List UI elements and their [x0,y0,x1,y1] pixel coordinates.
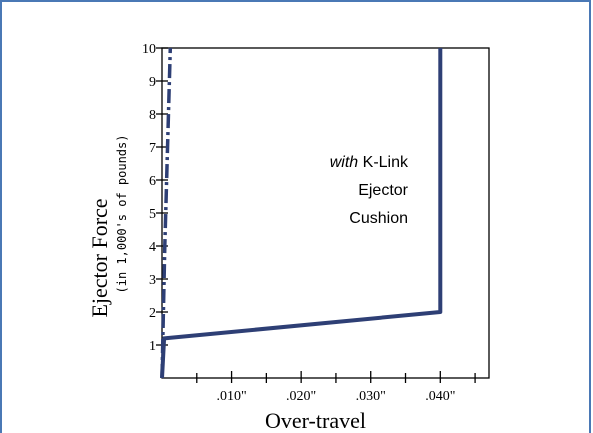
y-axis-title-group: Ejector Force (in 1,000's of pounds) [87,135,129,318]
annotation-line-1-rest: K-Link [358,154,409,171]
y-tick-label: 2 [149,306,156,321]
y-tick-label: 1 [149,339,156,354]
y-tick-label: 10 [142,42,156,57]
y-axis-subtitle: (in 1,000's of pounds) [115,135,129,294]
y-tick-label: 4 [149,240,156,255]
annotation-emphasis: with [330,154,359,171]
y-axis-title: Ejector Force [87,198,112,317]
x-tick-label: .030" [356,389,386,404]
x-tick-label: .040" [425,389,455,404]
annotation-line-1: with K-Link [330,154,409,171]
x-tick-label: .020" [286,389,316,404]
series-line-2 [160,47,173,379]
y-tick-label: 9 [149,75,156,90]
y-tick-label: 7 [149,141,156,156]
y-tick-label: 5 [149,207,156,222]
series-layer [160,47,443,379]
annotation-line-2: Ejector [358,182,408,199]
y-tick-label: 6 [149,174,156,189]
y-tick-label: 3 [149,273,156,288]
y-tick-label: 8 [149,108,156,123]
x-axis: .010" .020" .030" .040" [196,371,476,404]
x-tick-label: .010" [216,389,246,404]
x-axis-title: Over-travel [265,408,366,433]
annotation-line-3: Cushion [349,210,408,227]
